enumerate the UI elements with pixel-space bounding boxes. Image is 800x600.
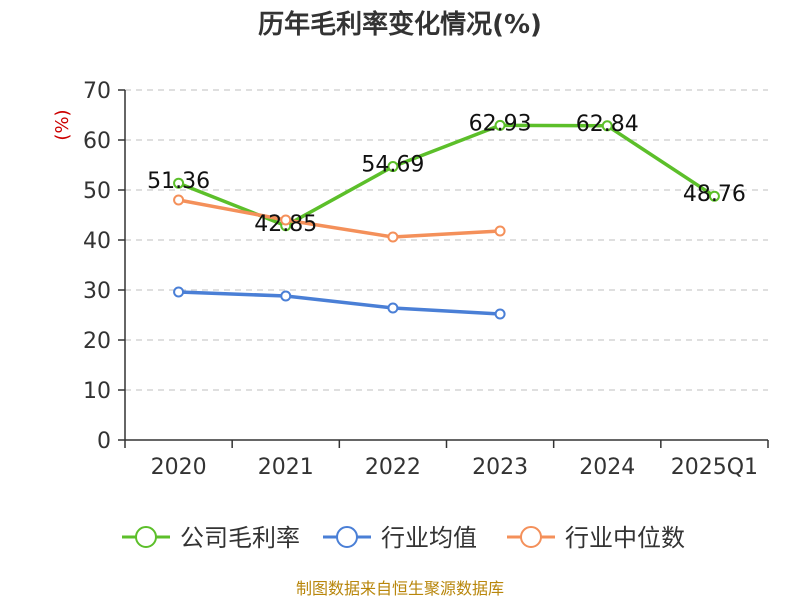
source-note: 制图数据来自恒生聚源数据库 xyxy=(296,579,504,598)
y-tick-label-60: 60 xyxy=(83,129,111,154)
y-axis-label: (%) xyxy=(52,109,73,140)
legend: 公司毛利率 行业均值 行业中位数 xyxy=(122,524,685,552)
series-0-point-2020 xyxy=(173,177,185,189)
x-tick-label-2025Q1: 2025Q1 xyxy=(671,455,758,480)
legend-marker-1 xyxy=(336,526,358,548)
x-tick-label-2023: 2023 xyxy=(472,455,528,480)
series-0-point-2022 xyxy=(387,161,399,173)
legend-marker-2 xyxy=(520,526,542,548)
series-1-point-2023 xyxy=(494,308,506,320)
y-tick-label-0: 0 xyxy=(97,429,111,454)
legend-label-2: 行业中位数 xyxy=(565,524,685,552)
data-label-2021: 42.85 xyxy=(254,212,317,237)
x-tick-label-2021: 2021 xyxy=(258,455,314,480)
series-2-point-2020 xyxy=(173,194,185,206)
series-2-point-2022 xyxy=(387,231,399,243)
data-label-2025Q1: 48.76 xyxy=(683,182,746,207)
y-tick-label-30: 30 xyxy=(83,279,111,304)
legend-marker-0 xyxy=(135,526,157,548)
data-label-2022: 54.69 xyxy=(361,153,424,178)
axes: 0 10 20 30 40 50 60 70 2020 2021 2022 2023 2024 2025Q… xyxy=(83,79,769,480)
series-line-2 xyxy=(176,198,502,239)
x-tick-label-2024: 2024 xyxy=(579,455,635,480)
series-0-point-2025Q1 xyxy=(708,190,720,202)
series-0-point-2023 xyxy=(494,119,506,131)
x-tick-label-2022: 2022 xyxy=(365,455,421,480)
series-1-point-2022 xyxy=(387,302,399,314)
legend-label-0: 公司毛利率 xyxy=(180,524,300,552)
series-line-1 xyxy=(176,290,502,316)
series-1-point-2021 xyxy=(280,290,292,302)
legend-label-1: 行业均值 xyxy=(381,524,477,552)
y-tick-label-70: 70 xyxy=(83,79,111,104)
series-layer xyxy=(173,119,720,320)
grid xyxy=(125,89,768,391)
series-0-point-2024 xyxy=(601,120,613,132)
series-1-point-2020 xyxy=(173,286,185,298)
y-tick-label-40: 40 xyxy=(83,229,111,254)
data-labels: 51.36 42.85 54.69 62.93 62.84 48.76 xyxy=(147,111,746,236)
y-tick-label-10: 10 xyxy=(83,379,111,404)
y-tick-label-50: 50 xyxy=(83,179,111,204)
x-tick-label-2020: 2020 xyxy=(151,455,207,480)
data-label-2020: 51.36 xyxy=(147,169,210,194)
series-2-point-2023 xyxy=(494,225,506,237)
data-label-2023: 62.93 xyxy=(469,111,532,136)
series-line-0 xyxy=(176,123,717,228)
data-label-2024: 62.84 xyxy=(576,112,639,137)
chart-title: 历年毛利率变化情况(%) xyxy=(258,9,542,40)
y-tick-label-20: 20 xyxy=(83,329,111,354)
series-2-point-2021 xyxy=(280,214,292,226)
